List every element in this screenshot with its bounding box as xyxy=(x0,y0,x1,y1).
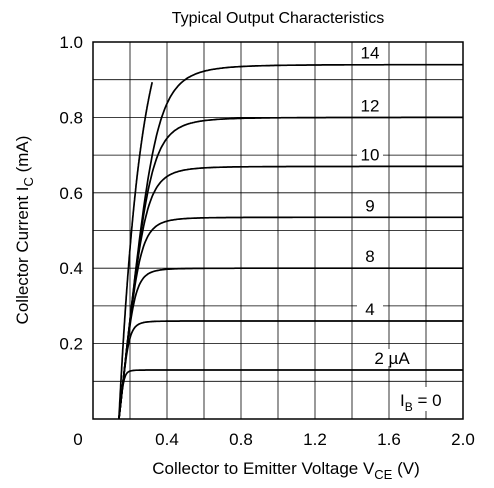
y-tick-label: 1.0 xyxy=(59,33,83,52)
y-tick-labels: 0.2 0.4 0.6 0.8 1.0 xyxy=(59,33,83,354)
curves xyxy=(118,63,463,420)
curve-label: 14 xyxy=(361,44,380,63)
x-tick-label: 2.0 xyxy=(451,430,475,449)
x-axis-label: Collector to Emitter Voltage VCE (V) xyxy=(152,459,420,482)
curve-label: 9 xyxy=(365,196,374,215)
curve-ib-5 xyxy=(118,320,463,420)
curve-labels: 14 12 10 9 8 4 2 µA IB = 0 xyxy=(357,43,442,414)
curve-label: 2 µA xyxy=(374,349,410,368)
curve-ib-1 xyxy=(118,116,463,420)
chart-title: Typical Output Characteristics xyxy=(172,10,385,27)
x-tick-label: 0 xyxy=(73,430,82,449)
curve-steep xyxy=(118,81,154,420)
y-tick-label: 0.2 xyxy=(59,335,83,354)
curve-label-bg xyxy=(357,299,383,317)
x-tick-label: 0.8 xyxy=(229,430,253,449)
curve-ib-0 xyxy=(118,63,463,420)
curve-ib-2 xyxy=(118,165,463,420)
plot-frame xyxy=(92,41,464,420)
curve-label: 10 xyxy=(361,145,380,164)
y-tick-label: 0.4 xyxy=(59,259,83,278)
x-tick-labels: 0 0.4 0.8 1.2 1.6 2.0 xyxy=(73,430,475,449)
curve-label: 8 xyxy=(365,247,374,266)
curve-label-bg xyxy=(357,43,383,61)
y-axis-label: Collector Current IC (mA) xyxy=(13,136,36,325)
x-tick-label: 1.2 xyxy=(303,430,327,449)
curve-ib-3 xyxy=(118,216,463,420)
curve-ib-6 xyxy=(118,369,463,420)
y-tick-label: 0.8 xyxy=(59,108,83,127)
curve-label-bg xyxy=(357,96,383,114)
curve-label-bg xyxy=(357,196,383,214)
ib-zero-annotation: IB = 0 xyxy=(400,391,442,414)
annotation-bg xyxy=(396,387,440,411)
curve-ib-4 xyxy=(118,267,463,420)
curve-label: 4 xyxy=(365,300,374,319)
curve-label-bg xyxy=(368,348,416,366)
y-tick-label: 0.6 xyxy=(59,184,83,203)
curve-label-bg xyxy=(357,247,383,265)
curve-label: 12 xyxy=(361,96,380,115)
x-tick-label: 0.4 xyxy=(155,430,179,449)
curve-label-bg xyxy=(357,145,383,163)
x-tick-label: 1.6 xyxy=(377,430,401,449)
